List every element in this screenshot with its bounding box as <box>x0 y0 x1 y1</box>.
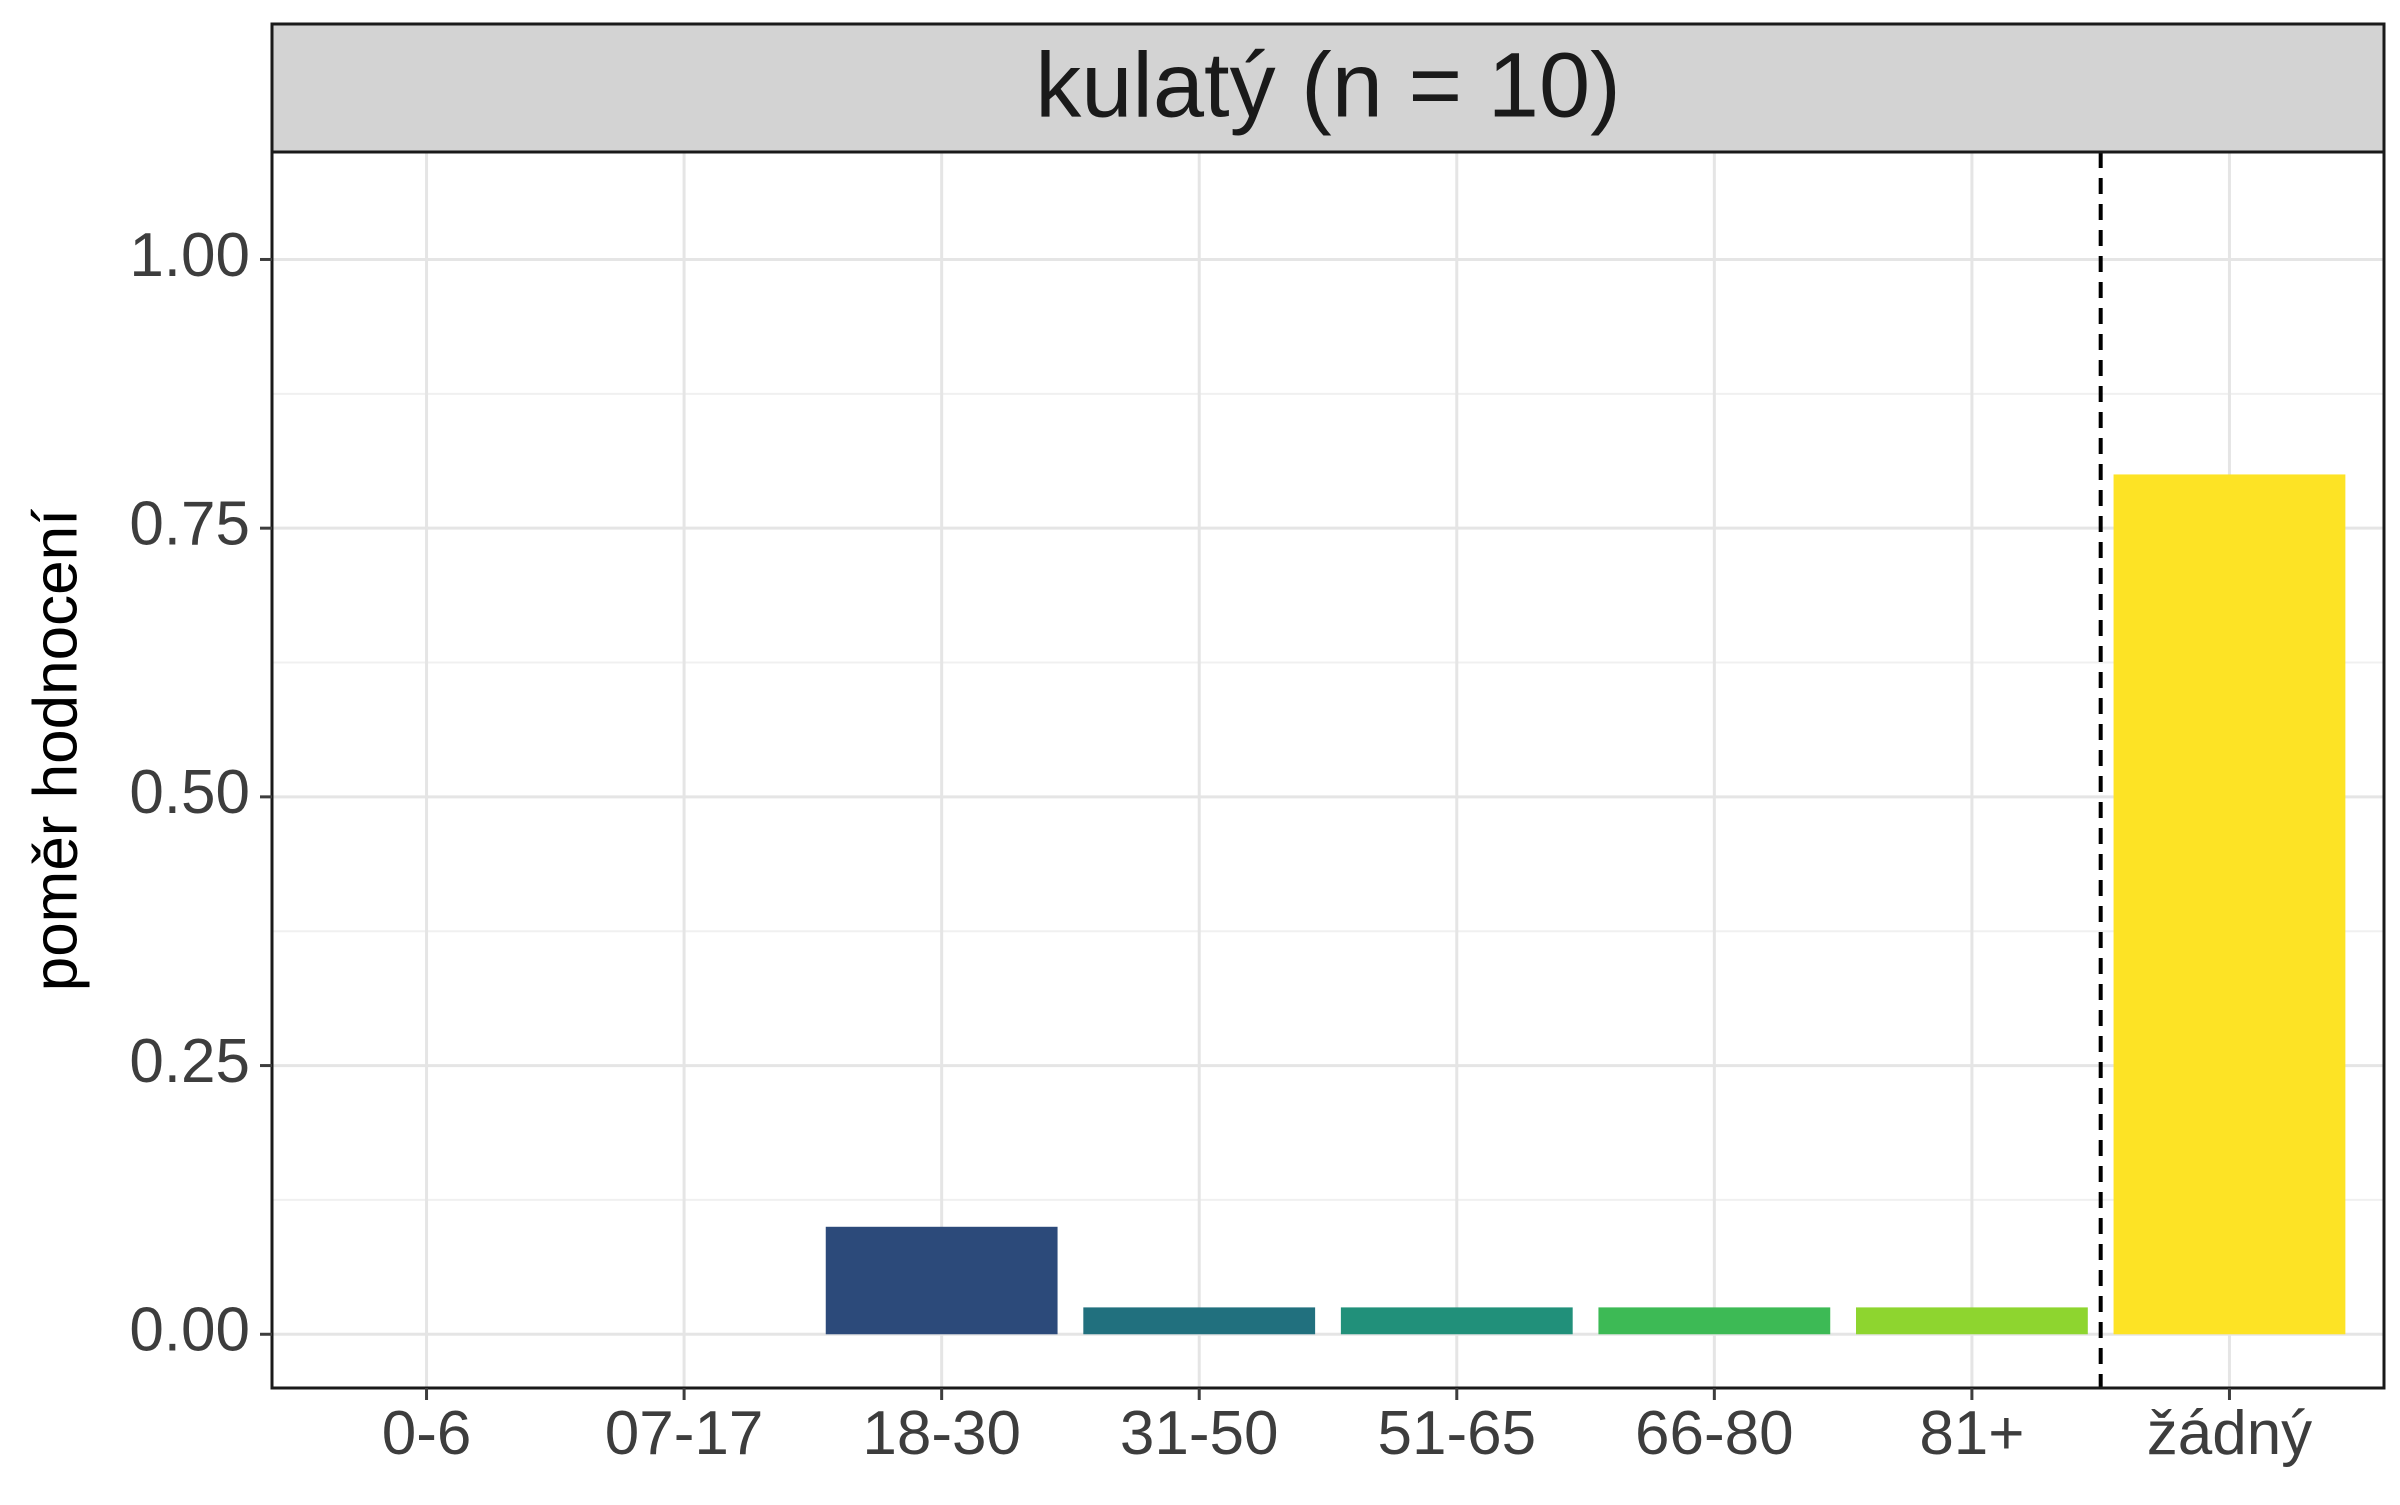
x-tick-label: 81+ <box>1919 1399 2024 1468</box>
facet-title: kulatý (n = 10) <box>1035 34 1621 136</box>
x-tick-label: 18-30 <box>862 1399 1021 1468</box>
x-tick-label: 07-17 <box>605 1399 764 1468</box>
bar-51-65 <box>1340 1307 1573 1335</box>
y-tick-label: 0.25 <box>129 1027 250 1096</box>
x-tick-label: 66-80 <box>1635 1399 1794 1468</box>
x-tick-label: 0-6 <box>382 1399 472 1468</box>
grid-layer <box>272 152 2384 1388</box>
x-tick-label: 51-65 <box>1377 1399 1536 1468</box>
y-axis-title: poměr hodnocení <box>21 509 90 992</box>
x-tick-label: 31-50 <box>1120 1399 1279 1468</box>
bar-81+ <box>1856 1307 2088 1335</box>
bar-31-50 <box>1083 1307 1316 1335</box>
x-axis: 0-6 07-17 18-30 31-50 51-65 66-80 81+ žádný <box>382 1388 2312 1468</box>
y-tick-label: 0.00 <box>129 1296 250 1365</box>
y-axis: 0.00 0.25 0.50 0.75 1.00 <box>129 221 272 1365</box>
facet-strip <box>270 22 2386 154</box>
bar-66-80 <box>1598 1307 1831 1335</box>
y-tick-label: 0.75 <box>129 490 250 559</box>
x-tick-label: žádný <box>2147 1399 2312 1468</box>
bar-18-30 <box>825 1226 1058 1335</box>
bars-layer <box>825 474 2346 1335</box>
y-tick-label: 0.50 <box>129 758 250 827</box>
panel-border <box>270 150 2386 1390</box>
y-tick-label: 1.00 <box>129 221 250 290</box>
bar-žádný <box>2113 474 2346 1335</box>
